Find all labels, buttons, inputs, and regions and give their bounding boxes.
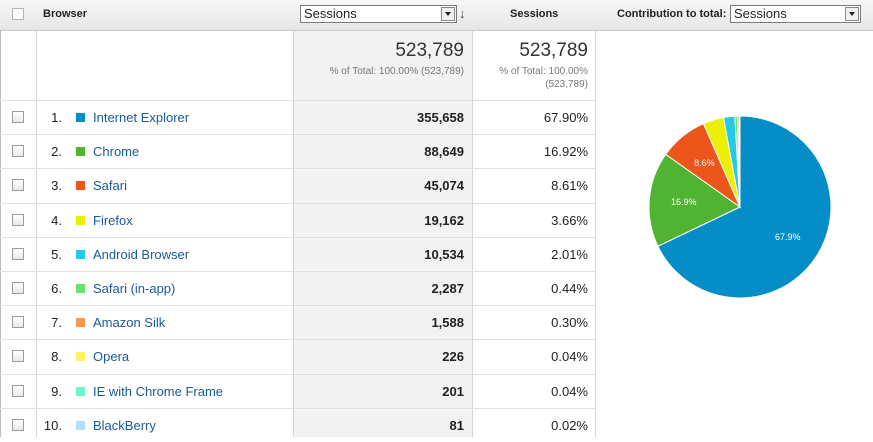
color-swatch-icon [76,284,85,293]
row-sessions: 1,588 [296,315,464,330]
browser-link[interactable]: Opera [93,349,129,364]
row-percentage: 2.01% [474,247,588,262]
row-number: 8. [40,349,62,364]
browser-link[interactable]: IE with Chrome Frame [93,384,223,399]
table-row: 9. IE with Chrome Frame 201 0.04% [0,374,595,408]
total-pct-note-2: (523,789) [474,78,588,91]
table-row: 1. Internet Explorer 355,658 67.90% [0,100,595,134]
total-sessions-value: 523,789 [296,40,464,62]
contribution-pie-chart: 67.9% 16.9% 8.6% [600,100,873,310]
row-number: 2. [40,144,62,159]
browser-link[interactable]: Safari [93,178,127,193]
row-number: 7. [40,315,62,330]
row-sessions: 226 [296,349,464,364]
row-percentage: 0.30% [474,315,588,330]
row-checkbox[interactable] [12,385,24,397]
row-number: 6. [40,281,62,296]
total-sessions-note: % of Total: 100.00% (523,789) [296,65,464,78]
row-checkbox[interactable] [12,214,24,226]
chevron-down-icon [845,7,859,21]
row-sessions: 45,074 [296,178,464,193]
browser-link[interactable]: Android Browser [93,247,189,262]
row-sessions: 88,649 [296,144,464,159]
row-checkbox[interactable] [12,282,24,294]
row-checkbox[interactable] [12,350,24,362]
pie-slice-label: 16.9% [671,197,697,207]
pie-slice-label: 67.9% [775,232,801,242]
color-swatch-icon [76,113,85,122]
row-percentage: 16.92% [474,144,588,159]
contribution-label: Contribution to total: [617,8,726,20]
row-checkbox[interactable] [12,179,24,191]
row-percentage: 3.66% [474,213,588,228]
browser-link[interactable]: Chrome [93,144,139,159]
select-all-checkbox[interactable] [12,8,24,20]
row-checkbox[interactable] [12,248,24,260]
table-row: 6. Safari (in-app) 2,287 0.44% [0,271,595,305]
table-row: 3. Safari 45,074 8.61% [0,168,595,202]
table-row: 4. Firefox 19,162 3.66% [0,203,595,237]
row-checkbox[interactable] [12,111,24,123]
contribution-select-value: Sessions [734,6,787,21]
row-sessions: 10,534 [296,247,464,262]
divider [595,30,596,437]
total-pct-note-1: % of Total: 100.00% [474,65,588,78]
row-number: 5. [40,247,62,262]
row-number: 1. [40,110,62,125]
row-sessions: 81 [296,418,464,433]
row-number: 3. [40,178,62,193]
color-swatch-icon [76,387,85,396]
color-swatch-icon [76,181,85,190]
table-header: Browser Sessions ↓ Sessions Contribution… [0,0,873,31]
browser-link[interactable]: Internet Explorer [93,110,189,125]
row-checkbox[interactable] [12,419,24,431]
browser-link[interactable]: BlackBerry [93,418,156,433]
row-number: 10. [40,418,62,433]
sort-down-icon[interactable]: ↓ [459,6,466,21]
browser-column-header[interactable]: Browser [43,8,87,20]
row-sessions: 201 [296,384,464,399]
color-swatch-icon [76,318,85,327]
table-row: 2. Chrome 88,649 16.92% [0,134,595,168]
browser-link[interactable]: Amazon Silk [93,315,165,330]
color-swatch-icon [76,216,85,225]
pie-slice-label: 8.6% [694,158,715,168]
row-sessions: 19,162 [296,213,464,228]
color-swatch-icon [76,421,85,430]
chevron-down-icon [441,7,455,21]
metric-select[interactable]: Sessions [300,5,457,23]
color-swatch-icon [76,250,85,259]
row-checkbox[interactable] [12,316,24,328]
sessions-column-header[interactable]: Sessions [510,8,558,20]
row-percentage: 0.44% [474,281,588,296]
row-percentage: 67.90% [474,110,588,125]
total-pct-value: 523,789 [474,40,588,62]
row-number: 4. [40,213,62,228]
table-row: 8. Opera 226 0.04% [0,339,595,373]
row-checkbox[interactable] [12,145,24,157]
row-number: 9. [40,384,62,399]
row-percentage: 0.04% [474,349,588,364]
table-row: 7. Amazon Silk 1,588 0.30% [0,305,595,339]
row-sessions: 2,287 [296,281,464,296]
row-percentage: 0.02% [474,418,588,433]
row-percentage: 8.61% [474,178,588,193]
row-percentage: 0.04% [474,384,588,399]
color-swatch-icon [76,147,85,156]
browser-link[interactable]: Firefox [93,213,133,228]
color-swatch-icon [76,352,85,361]
row-sessions: 355,658 [296,110,464,125]
metric-select-value: Sessions [304,6,357,21]
contribution-select[interactable]: Sessions [730,5,861,23]
browser-link[interactable]: Safari (in-app) [93,281,175,296]
table-row: 5. Android Browser 10,534 2.01% [0,237,595,271]
